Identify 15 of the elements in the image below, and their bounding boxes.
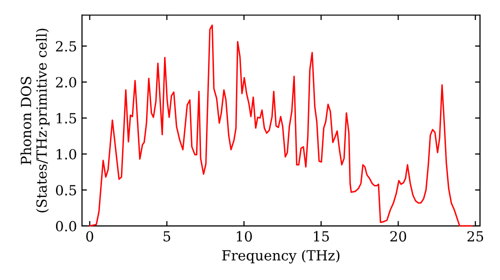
y-tick-label: 2.5 [56,41,76,52]
y-axis-title: Phonon DOS (States/THz·primitive cell) [20,28,50,212]
x-axis-title: Frequency (THz) [222,250,340,264]
line-series [89,24,473,227]
y-tick-label: 1.5 [56,112,76,124]
x-tick-label: 20 [390,231,406,242]
y-tick-label: 2.0 [56,77,76,88]
x-tick-label: 25 [467,231,484,242]
y-tick-label: 0.5 [56,184,76,196]
x-tick-label: 15 [314,231,329,242]
x-tick-label: 5 [164,231,170,242]
y-tick-label: 0.0 [56,220,76,232]
y-tick-label: 1.0 [56,148,76,160]
x-tick-label: 10 [236,231,252,242]
x-tick-label: 0 [86,231,94,242]
